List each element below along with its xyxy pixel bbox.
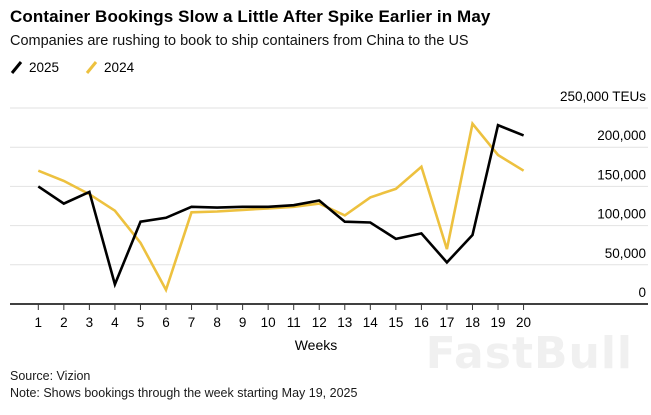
x-tick-label-5: 5 [137, 315, 145, 330]
source-text: Source: Vizion [10, 369, 91, 383]
x-tick-label-15: 15 [388, 315, 403, 330]
x-tick-label-1: 1 [35, 315, 43, 330]
watermark: FastBull [425, 328, 633, 379]
x-tick-label-18: 18 [465, 315, 480, 330]
x-tick-label-17: 17 [439, 315, 454, 330]
chart-title: Container Bookings Slow a Little After S… [10, 7, 491, 26]
y-tick-label-100000: 100,000 [597, 207, 646, 222]
line-swatch-2024-icon [85, 61, 98, 74]
chart-subtitle: Companies are rushing to book to ship co… [10, 33, 469, 49]
legend-item-2025: 2025 [10, 60, 59, 75]
x-tick-label-3: 3 [86, 315, 94, 330]
y-tick-label-0: 0 [638, 285, 646, 300]
x-tick-label-13: 13 [337, 315, 352, 330]
y-tick-label-150000: 150,000 [597, 167, 646, 182]
note-text: Note: Shows bookings through the week st… [10, 385, 358, 400]
legend-item-2024: 2024 [85, 60, 134, 75]
x-tick-label-14: 14 [363, 315, 379, 330]
x-tick-label-20: 20 [516, 315, 531, 330]
x-tick-label-7: 7 [188, 315, 196, 330]
legend-label-2024: 2024 [104, 60, 135, 75]
y-tick-label-200000: 200,000 [597, 128, 646, 143]
x-tick-label-8: 8 [213, 315, 221, 330]
x-tick-label-9: 9 [239, 315, 247, 330]
legend-label-2025: 2025 [29, 60, 60, 75]
series-line-2024 [37, 120, 525, 294]
x-axis-title: Weeks [295, 337, 338, 353]
y-tick-label-250000: 250,000 TEUs [560, 89, 646, 104]
x-tick-label-6: 6 [162, 315, 170, 330]
line-swatch-2025-icon [10, 61, 23, 74]
x-tick-label-11: 11 [287, 315, 301, 330]
x-tick-label-16: 16 [414, 315, 429, 330]
y-tick-label-50000: 50,000 [605, 246, 646, 261]
x-tick-label-10: 10 [261, 315, 276, 330]
x-tick-label-4: 4 [111, 315, 119, 330]
x-tick-label-12: 12 [312, 315, 327, 330]
x-tick-label-19: 19 [491, 315, 506, 330]
series-line-2025 [37, 123, 525, 289]
x-tick-label-2: 2 [60, 315, 68, 330]
chart-legend: 2025 2024 [10, 60, 134, 75]
chart-footer: Source: Vizion Note: Shows bookings thro… [10, 368, 357, 402]
